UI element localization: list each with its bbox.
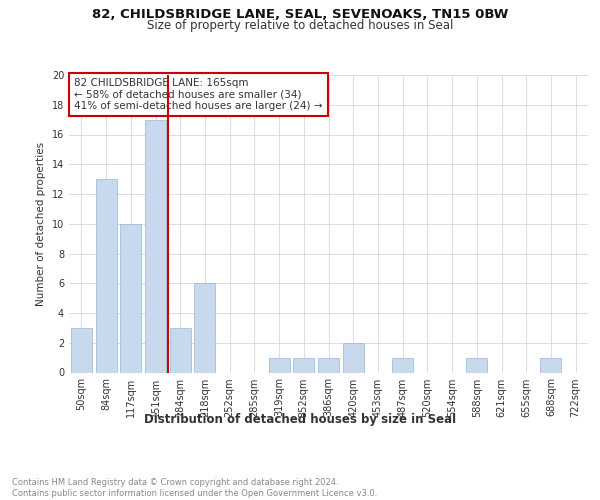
Bar bbox=[194, 283, 215, 372]
Text: Contains HM Land Registry data © Crown copyright and database right 2024.
Contai: Contains HM Land Registry data © Crown c… bbox=[12, 478, 377, 498]
Text: 82 CHILDSBRIDGE LANE: 165sqm
← 58% of detached houses are smaller (34)
41% of se: 82 CHILDSBRIDGE LANE: 165sqm ← 58% of de… bbox=[74, 78, 323, 111]
Bar bbox=[120, 224, 141, 372]
Bar bbox=[95, 179, 116, 372]
Bar bbox=[318, 358, 339, 372]
Text: 82, CHILDSBRIDGE LANE, SEAL, SEVENOAKS, TN15 0BW: 82, CHILDSBRIDGE LANE, SEAL, SEVENOAKS, … bbox=[92, 8, 508, 20]
Bar bbox=[466, 358, 487, 372]
Bar bbox=[71, 328, 92, 372]
Bar bbox=[269, 358, 290, 372]
Bar bbox=[145, 120, 166, 372]
Bar bbox=[293, 358, 314, 372]
Text: Size of property relative to detached houses in Seal: Size of property relative to detached ho… bbox=[147, 18, 453, 32]
Bar bbox=[343, 343, 364, 372]
Bar bbox=[541, 358, 562, 372]
Y-axis label: Number of detached properties: Number of detached properties bbox=[36, 142, 46, 306]
Bar bbox=[170, 328, 191, 372]
Bar bbox=[392, 358, 413, 372]
Text: Distribution of detached houses by size in Seal: Distribution of detached houses by size … bbox=[144, 412, 456, 426]
